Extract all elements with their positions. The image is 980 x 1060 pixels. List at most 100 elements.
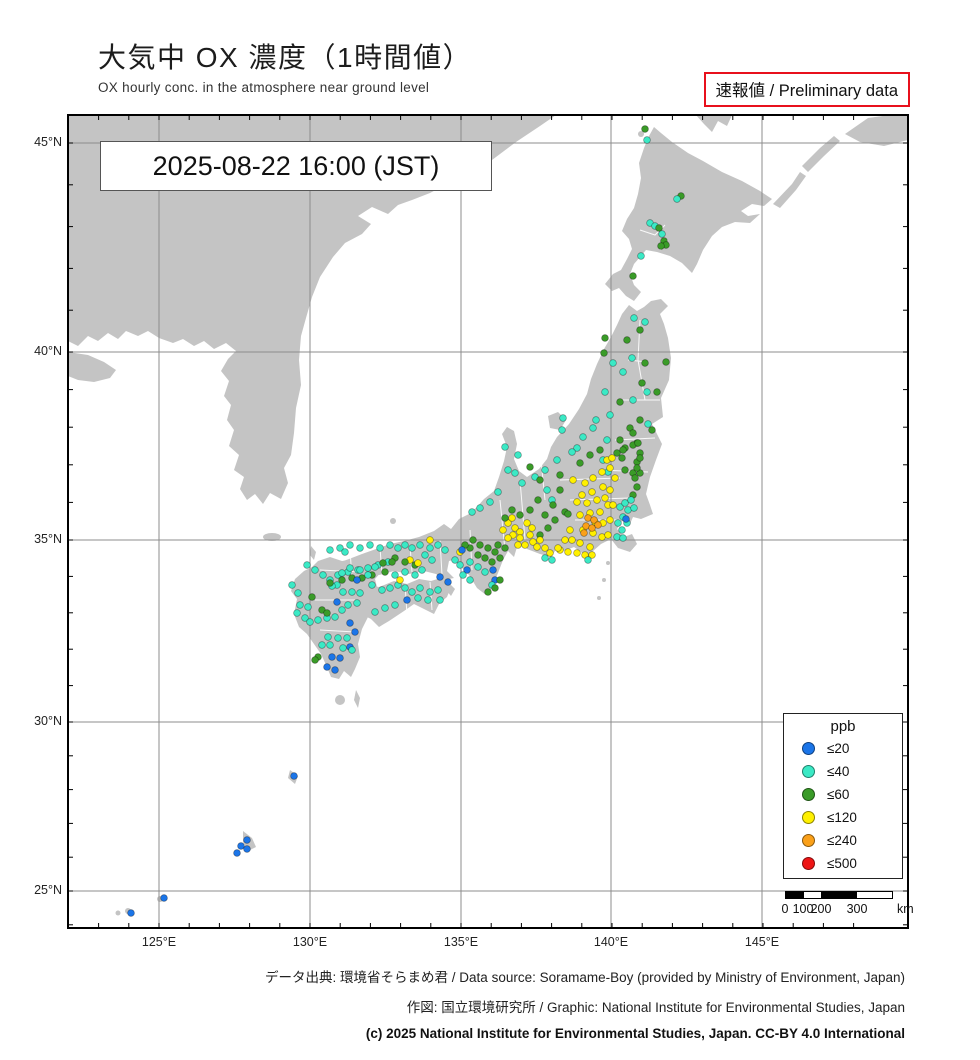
station-dot [553, 456, 561, 464]
station-dot [662, 358, 670, 366]
station-dot [573, 444, 581, 452]
station-dot [573, 549, 581, 557]
station-dot [379, 559, 387, 567]
station-dot [636, 326, 644, 334]
preliminary-data-badge: 速報値 / Preliminary data [703, 72, 910, 107]
station-dot [441, 546, 449, 554]
station-dot [160, 894, 168, 902]
station-dot [414, 594, 422, 602]
legend-color-dot [802, 742, 815, 755]
station-dot [311, 566, 319, 574]
station-dot [601, 494, 609, 502]
scalebar-tick-label: 0 [781, 902, 789, 916]
station-dot [588, 551, 596, 559]
station-dot [314, 616, 322, 624]
station-dot [386, 541, 394, 549]
station-dot [306, 618, 314, 626]
landmass-continent [68, 115, 556, 504]
station-dot [536, 536, 544, 544]
legend: ppb ≤20 ≤40 ≤60 ≤120 ≤240 ≤500 [783, 713, 903, 879]
station-dot [366, 541, 374, 549]
station-dot [469, 536, 477, 544]
station-dot [631, 474, 639, 482]
station-dot [237, 842, 245, 850]
lat-label: 30°N [34, 714, 62, 728]
legend-rows: ≤20 ≤40 ≤60 ≤120 ≤240 ≤500 [784, 737, 902, 875]
station-dot [339, 644, 347, 652]
station-dot [416, 541, 424, 549]
station-dot [319, 571, 327, 579]
station-dot [484, 544, 492, 552]
station-dot [601, 334, 609, 342]
legend-label: ≤500 [827, 856, 857, 871]
station-dot [294, 589, 302, 597]
station-dot [381, 568, 389, 576]
station-dot [504, 466, 512, 474]
station-dot [636, 454, 644, 462]
station-dot [556, 471, 564, 479]
station-dot [356, 566, 364, 574]
station-dot [588, 488, 596, 496]
station-dot [323, 663, 331, 671]
island-hokkaido [605, 127, 772, 301]
station-dot [408, 588, 416, 596]
station-dot [581, 479, 589, 487]
lon-label: 140°E [593, 935, 629, 949]
station-dot [526, 531, 534, 539]
lat-label: 45°N [34, 135, 62, 149]
station-dot [486, 498, 494, 506]
station-dot [586, 451, 594, 459]
station-dot [401, 541, 409, 549]
station-dot [594, 521, 602, 529]
station-dot [526, 463, 534, 471]
station-dot [628, 354, 636, 362]
station-dot [603, 436, 611, 444]
station-dot [364, 571, 372, 579]
station-dot [529, 538, 537, 546]
station-dot [391, 571, 399, 579]
station-dot [343, 634, 351, 642]
station-dot [339, 588, 347, 596]
station-dot [613, 449, 621, 457]
station-dot [569, 476, 577, 484]
station-dot [501, 544, 509, 552]
station-dot [658, 230, 666, 238]
station-dot [606, 411, 614, 419]
station-dot [629, 272, 637, 280]
station-dot [629, 429, 637, 437]
station-dot [386, 584, 394, 592]
station-dot [600, 349, 608, 357]
station-dot [630, 314, 638, 322]
station-dot [346, 541, 354, 549]
legend-color-dot [802, 811, 815, 824]
station-dot [511, 469, 519, 477]
legend-label: ≤20 [827, 741, 850, 756]
station-dot [561, 536, 569, 544]
station-dot [559, 414, 567, 422]
station-dot [616, 398, 624, 406]
station-dot [546, 549, 554, 557]
station-dot [608, 454, 616, 462]
station-dot [533, 543, 541, 551]
legend-color-dot [802, 834, 815, 847]
station-dot [127, 909, 135, 917]
station-dot [336, 654, 344, 662]
station-dot [489, 566, 497, 574]
footer-data-source: データ出典: 環境省そらまめ君 / Data source: Soramame-… [265, 970, 905, 985]
station-dot [578, 491, 586, 499]
station-dot [568, 448, 576, 456]
station-dot [494, 488, 502, 496]
station-dot [411, 571, 419, 579]
station-dot [596, 508, 604, 516]
station-dot [643, 136, 651, 144]
station-dot [548, 556, 556, 564]
scalebar-segment [856, 892, 892, 898]
legend-title: ppb [830, 718, 856, 735]
station-dot [576, 459, 584, 467]
island-izu-2 [602, 578, 606, 582]
scalebar-tick-label: 100 [792, 902, 814, 916]
station-dot [508, 506, 516, 514]
island-yakushima [335, 695, 345, 705]
station-dot [401, 558, 409, 566]
